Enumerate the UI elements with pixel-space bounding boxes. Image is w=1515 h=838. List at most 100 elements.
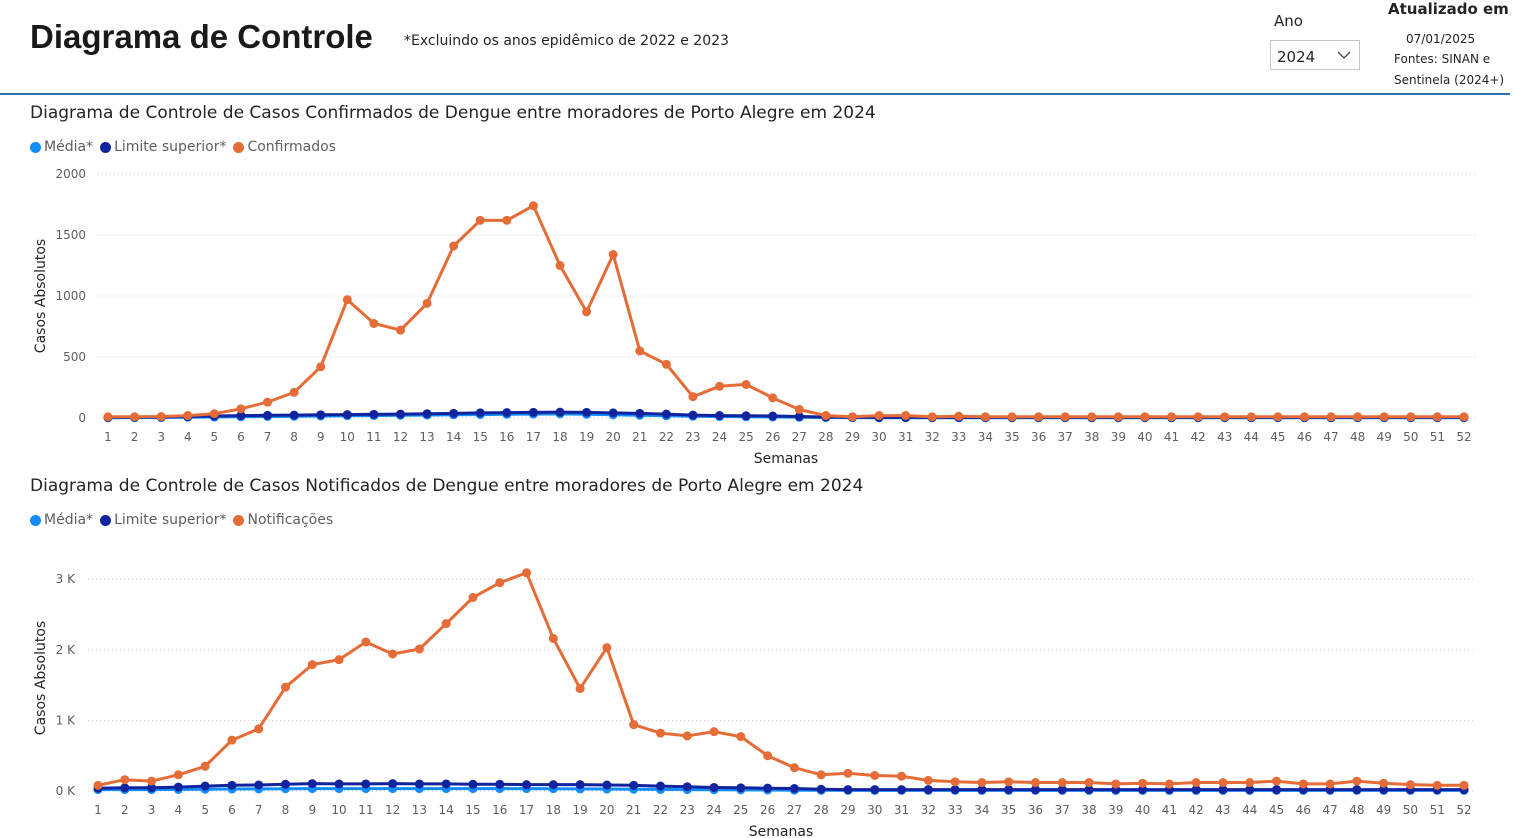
data-point-serie[interactable] (629, 720, 639, 730)
data-point-limite[interactable] (120, 783, 130, 793)
data-point-serie[interactable] (715, 381, 725, 391)
data-point-serie[interactable] (1138, 778, 1148, 788)
data-point-limite[interactable] (715, 411, 725, 421)
legend-item-notificacoes[interactable]: Notificações (233, 512, 333, 528)
data-point-limite[interactable] (361, 779, 371, 789)
data-point-serie[interactable] (502, 215, 512, 225)
data-point-serie[interactable] (927, 412, 937, 422)
data-point-serie[interactable] (468, 592, 478, 602)
data-point-limite[interactable] (280, 779, 290, 789)
data-point-limite[interactable] (709, 782, 719, 792)
data-point-serie[interactable] (736, 732, 746, 742)
data-point-serie[interactable] (1030, 778, 1040, 788)
data-point-serie[interactable] (422, 298, 432, 308)
data-point-limite[interactable] (602, 780, 612, 790)
data-point-serie[interactable] (173, 770, 183, 780)
data-point-limite[interactable] (263, 410, 273, 420)
data-point-serie[interactable] (1087, 412, 1097, 422)
data-point-serie[interactable] (688, 392, 698, 402)
data-point-limite[interactable] (1379, 785, 1389, 795)
data-point-limite[interactable] (794, 412, 804, 422)
data-point-limite[interactable] (236, 411, 246, 421)
data-point-serie[interactable] (1459, 412, 1469, 422)
data-point-serie[interactable] (608, 250, 618, 260)
data-point-serie[interactable] (395, 325, 405, 335)
data-point-serie[interactable] (414, 644, 424, 654)
data-point-limite[interactable] (147, 783, 157, 793)
data-point-serie[interactable] (307, 660, 317, 670)
data-point-limite[interactable] (1138, 785, 1148, 795)
data-point-serie[interactable] (548, 633, 558, 643)
data-point-limite[interactable] (307, 779, 317, 789)
data-point-serie[interactable] (388, 649, 398, 659)
data-point-limite[interactable] (227, 780, 237, 790)
data-point-limite[interactable] (816, 784, 826, 794)
legend-item-limite[interactable]: Limite superior* (100, 139, 226, 155)
data-point-limite[interactable] (316, 410, 326, 420)
data-point-serie[interactable] (449, 241, 459, 251)
data-point-serie[interactable] (1191, 778, 1201, 788)
data-point-serie[interactable] (555, 261, 565, 270)
data-point-serie[interactable] (901, 411, 911, 421)
legend-item-confirmados[interactable]: Confirmados (233, 139, 336, 155)
data-point-serie[interactable] (528, 201, 538, 211)
data-point-serie[interactable] (1353, 412, 1363, 422)
data-point-serie[interactable] (1140, 412, 1150, 422)
data-point-limite[interactable] (555, 407, 565, 417)
data-point-limite[interactable] (342, 410, 352, 420)
data-point-limite[interactable] (977, 785, 987, 795)
data-point-limite[interactable] (395, 409, 405, 419)
data-point-serie[interactable] (1326, 412, 1336, 422)
data-point-serie[interactable] (655, 728, 665, 738)
data-point-limite[interactable] (1191, 785, 1201, 795)
data-point-serie[interactable] (120, 775, 130, 785)
data-point-limite[interactable] (870, 785, 880, 795)
data-point-serie[interactable] (950, 777, 960, 787)
data-point-serie[interactable] (582, 307, 592, 317)
legend-item-limite[interactable]: Limite superior* (100, 512, 226, 528)
data-point-serie[interactable] (209, 409, 219, 419)
data-point-serie[interactable] (635, 346, 645, 356)
data-point-limite[interactable] (789, 784, 799, 794)
data-point-serie[interactable] (1246, 412, 1256, 422)
data-point-serie[interactable] (93, 780, 103, 790)
data-point-serie[interactable] (1167, 412, 1177, 422)
data-point-limite[interactable] (200, 781, 210, 791)
data-point-limite[interactable] (1084, 785, 1094, 795)
data-point-serie[interactable] (1057, 778, 1067, 788)
data-point-serie[interactable] (1245, 778, 1255, 788)
data-point-limite[interactable] (688, 410, 698, 420)
data-point-limite[interactable] (1004, 785, 1014, 795)
data-point-limite[interactable] (768, 411, 778, 421)
data-point-serie[interactable] (1113, 412, 1123, 422)
data-point-serie[interactable] (1007, 412, 1017, 422)
data-point-serie[interactable] (1273, 412, 1283, 422)
data-point-limite[interactable] (441, 779, 451, 789)
data-point-serie[interactable] (183, 411, 193, 421)
data-point-serie[interactable] (575, 684, 585, 694)
data-point-limite[interactable] (388, 779, 398, 789)
data-point-limite[interactable] (635, 408, 645, 418)
data-point-limite[interactable] (629, 780, 639, 790)
data-point-serie[interactable] (1060, 412, 1070, 422)
data-point-serie[interactable] (1004, 777, 1014, 787)
data-point-serie[interactable] (977, 778, 987, 788)
data-point-limite[interactable] (449, 408, 459, 418)
data-point-serie[interactable] (1379, 412, 1389, 422)
data-point-serie[interactable] (227, 735, 237, 745)
data-point-serie[interactable] (1218, 778, 1228, 788)
data-point-limite[interactable] (736, 783, 746, 793)
data-point-limite[interactable] (422, 409, 432, 419)
data-point-serie[interactable] (103, 412, 113, 422)
year-dropdown[interactable]: 2024 (1270, 40, 1360, 70)
data-point-serie[interactable] (1193, 412, 1203, 422)
data-point-limite[interactable] (1218, 785, 1228, 795)
data-point-serie[interactable] (682, 731, 692, 741)
data-point-limite[interactable] (897, 785, 907, 795)
data-point-limite[interactable] (369, 409, 379, 419)
data-point-serie[interactable] (280, 682, 290, 692)
data-point-serie[interactable] (522, 568, 532, 578)
legend-item-media[interactable]: Média* (30, 512, 93, 528)
data-point-limite[interactable] (1352, 785, 1362, 795)
data-point-serie[interactable] (709, 727, 719, 737)
